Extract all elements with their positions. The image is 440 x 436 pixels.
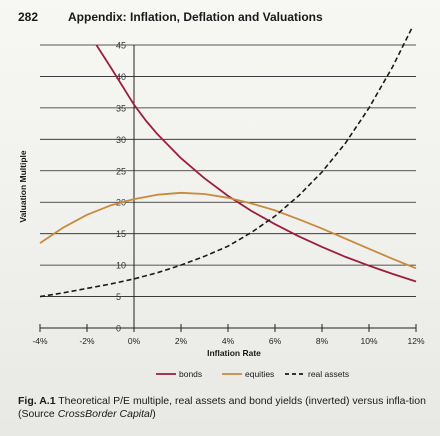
legend-label-equities: equities [245, 369, 274, 379]
y-tick-label: 30 [116, 135, 126, 145]
series-line-bonds [95, 44, 417, 283]
y-tick-label: 45 [116, 41, 126, 51]
y-tick-label: 5 [116, 292, 121, 302]
series-line-equities [39, 191, 417, 270]
y-tick-label: 10 [116, 261, 126, 271]
x-tick-label: 8% [316, 336, 329, 346]
x-tick-label: -2% [79, 336, 95, 346]
x-tick-label: 10% [360, 336, 377, 346]
x-axis-label: Inflation Rate [207, 348, 261, 358]
y-tick-label: 0 [116, 324, 121, 334]
y-tick-label: 15 [116, 229, 126, 239]
series-group [39, 28, 417, 298]
y-tick-label: 40 [116, 72, 126, 82]
x-tick-label: 6% [269, 336, 282, 346]
caption-text: Theoretical P/E multiple, real assets an… [18, 395, 426, 420]
figure-label: Fig. A.1 [18, 395, 56, 407]
x-tick-label: 12% [407, 336, 424, 346]
page-number: 282 [18, 10, 39, 24]
figure-caption: Fig. A.1 Theoretical P/E multiple, real … [18, 395, 430, 421]
x-tick-label: -4% [32, 336, 48, 346]
x-tick-label: 4% [222, 336, 235, 346]
caption-close: ) [152, 408, 156, 420]
y-tick-label: 25 [116, 166, 126, 176]
x-tick-label: 2% [175, 336, 188, 346]
legend-label-bonds: bonds [179, 369, 202, 379]
caption-source: CrossBorder Capital [57, 408, 153, 420]
legend-label-real-assets: real assets [308, 369, 349, 379]
x-tick-label: 0% [128, 336, 141, 346]
y-tick-label: 35 [116, 103, 126, 113]
y-axis-label: Valuation Multiple [18, 150, 28, 223]
running-title: Appendix: Inflation, Deflation and Valua… [68, 10, 323, 24]
series-line-real-assets [39, 28, 413, 298]
